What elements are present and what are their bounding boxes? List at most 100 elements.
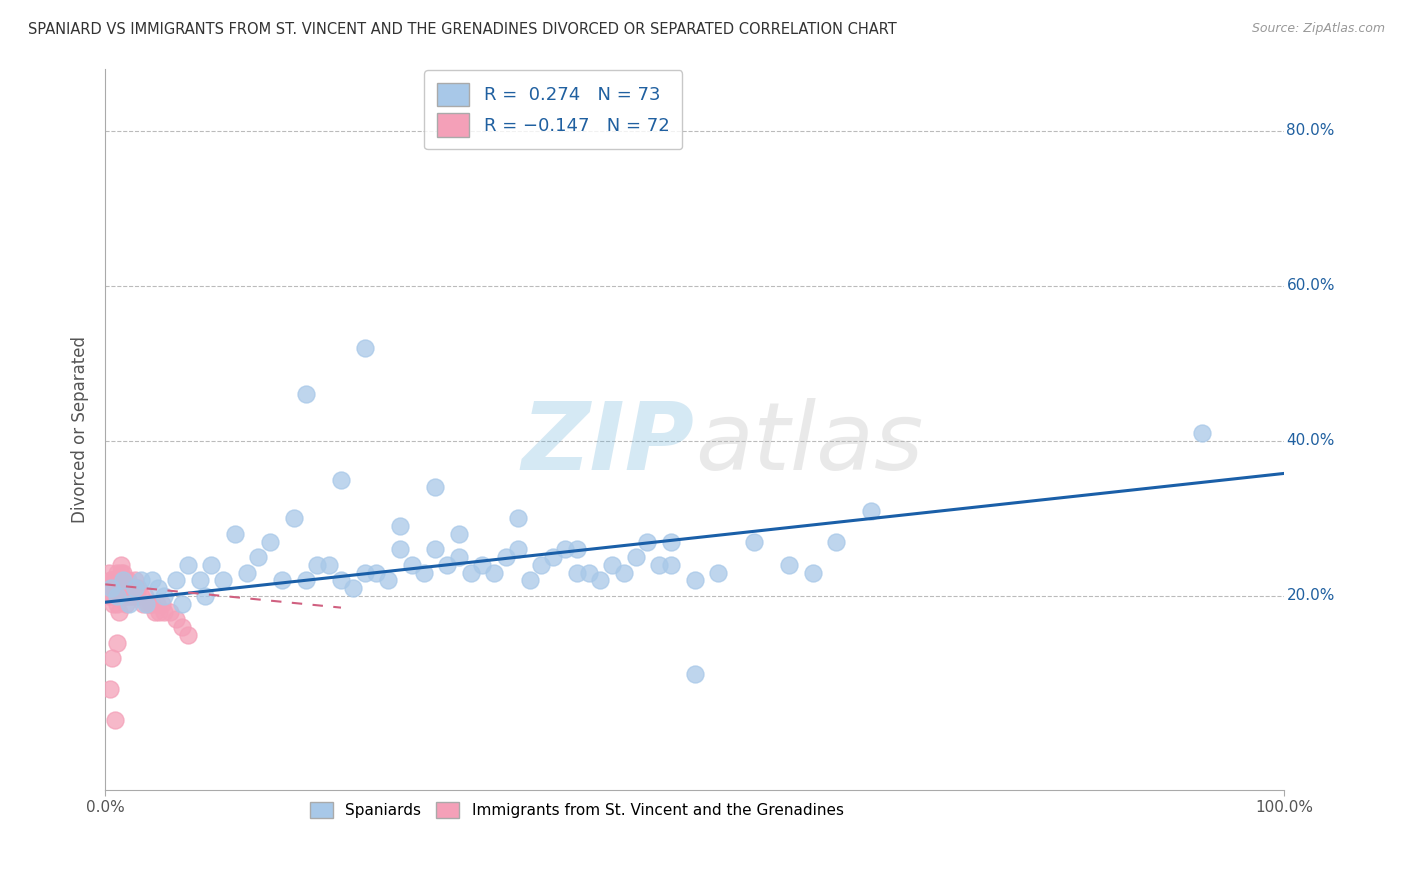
Point	[565, 542, 588, 557]
Point	[141, 597, 163, 611]
Point	[589, 574, 612, 588]
Point	[112, 581, 135, 595]
Point	[104, 713, 127, 727]
Point	[118, 597, 141, 611]
Point	[541, 550, 564, 565]
Point	[108, 574, 131, 588]
Point	[659, 534, 682, 549]
Text: 80.0%: 80.0%	[1286, 123, 1334, 138]
Point	[447, 550, 470, 565]
Point	[104, 581, 127, 595]
Point	[188, 574, 211, 588]
Point	[141, 574, 163, 588]
Point	[247, 550, 270, 565]
Point	[447, 527, 470, 541]
Point	[135, 597, 157, 611]
Point	[659, 558, 682, 572]
Point	[565, 566, 588, 580]
Point	[506, 542, 529, 557]
Point	[111, 574, 134, 588]
Point	[235, 566, 257, 580]
Point	[105, 566, 128, 580]
Text: Source: ZipAtlas.com: Source: ZipAtlas.com	[1251, 22, 1385, 36]
Point	[101, 581, 124, 595]
Legend: Spaniards, Immigrants from St. Vincent and the Grenadines: Spaniards, Immigrants from St. Vincent a…	[302, 794, 851, 826]
Point	[107, 574, 129, 588]
Point	[114, 581, 136, 595]
Point	[98, 581, 121, 595]
Point	[778, 558, 800, 572]
Point	[98, 681, 121, 696]
Point	[342, 581, 364, 595]
Point	[412, 566, 434, 580]
Point	[139, 597, 162, 611]
Text: SPANIARD VS IMMIGRANTS FROM ST. VINCENT AND THE GRENADINES DIVORCED OR SEPARATED: SPANIARD VS IMMIGRANTS FROM ST. VINCENT …	[28, 22, 897, 37]
Point	[613, 566, 636, 580]
Point	[860, 503, 883, 517]
Point	[122, 589, 145, 603]
Point	[111, 574, 134, 588]
Point	[294, 387, 316, 401]
Point	[271, 574, 294, 588]
Y-axis label: Divorced or Separated: Divorced or Separated	[72, 335, 89, 523]
Point	[134, 589, 156, 603]
Point	[637, 534, 659, 549]
Point	[120, 589, 142, 603]
Point	[742, 534, 765, 549]
Point	[194, 589, 217, 603]
Point	[212, 574, 235, 588]
Point	[125, 581, 148, 595]
Point	[683, 666, 706, 681]
Point	[153, 589, 176, 603]
Point	[200, 558, 222, 572]
Point	[104, 589, 127, 603]
Point	[105, 635, 128, 649]
Point	[353, 566, 375, 580]
Point	[170, 620, 193, 634]
Point	[148, 581, 170, 595]
Point	[118, 589, 141, 603]
Text: 60.0%: 60.0%	[1286, 278, 1334, 293]
Point	[148, 605, 170, 619]
Point	[117, 574, 139, 588]
Point	[114, 589, 136, 603]
Point	[124, 581, 146, 595]
Point	[259, 534, 281, 549]
Point	[401, 558, 423, 572]
Point	[124, 574, 146, 588]
Point	[578, 566, 600, 580]
Point	[115, 597, 138, 611]
Point	[366, 566, 388, 580]
Point	[425, 480, 447, 494]
Point	[101, 589, 124, 603]
Point	[330, 574, 353, 588]
Point	[484, 566, 506, 580]
Point	[105, 597, 128, 611]
Point	[127, 581, 149, 595]
Point	[519, 574, 541, 588]
Point	[506, 511, 529, 525]
Point	[1191, 426, 1213, 441]
Point	[624, 550, 647, 565]
Text: 40.0%: 40.0%	[1286, 434, 1334, 449]
Point	[117, 581, 139, 595]
Point	[425, 542, 447, 557]
Point	[111, 589, 134, 603]
Point	[353, 341, 375, 355]
Point	[648, 558, 671, 572]
Point	[150, 597, 173, 611]
Point	[136, 597, 159, 611]
Point	[224, 527, 246, 541]
Point	[112, 589, 135, 603]
Point	[97, 566, 120, 580]
Point	[554, 542, 576, 557]
Point	[143, 605, 166, 619]
Point	[294, 574, 316, 588]
Point	[108, 605, 131, 619]
Point	[377, 574, 399, 588]
Point	[118, 581, 141, 595]
Point	[111, 574, 134, 588]
Point	[436, 558, 458, 572]
Point	[111, 574, 134, 588]
Point	[388, 542, 411, 557]
